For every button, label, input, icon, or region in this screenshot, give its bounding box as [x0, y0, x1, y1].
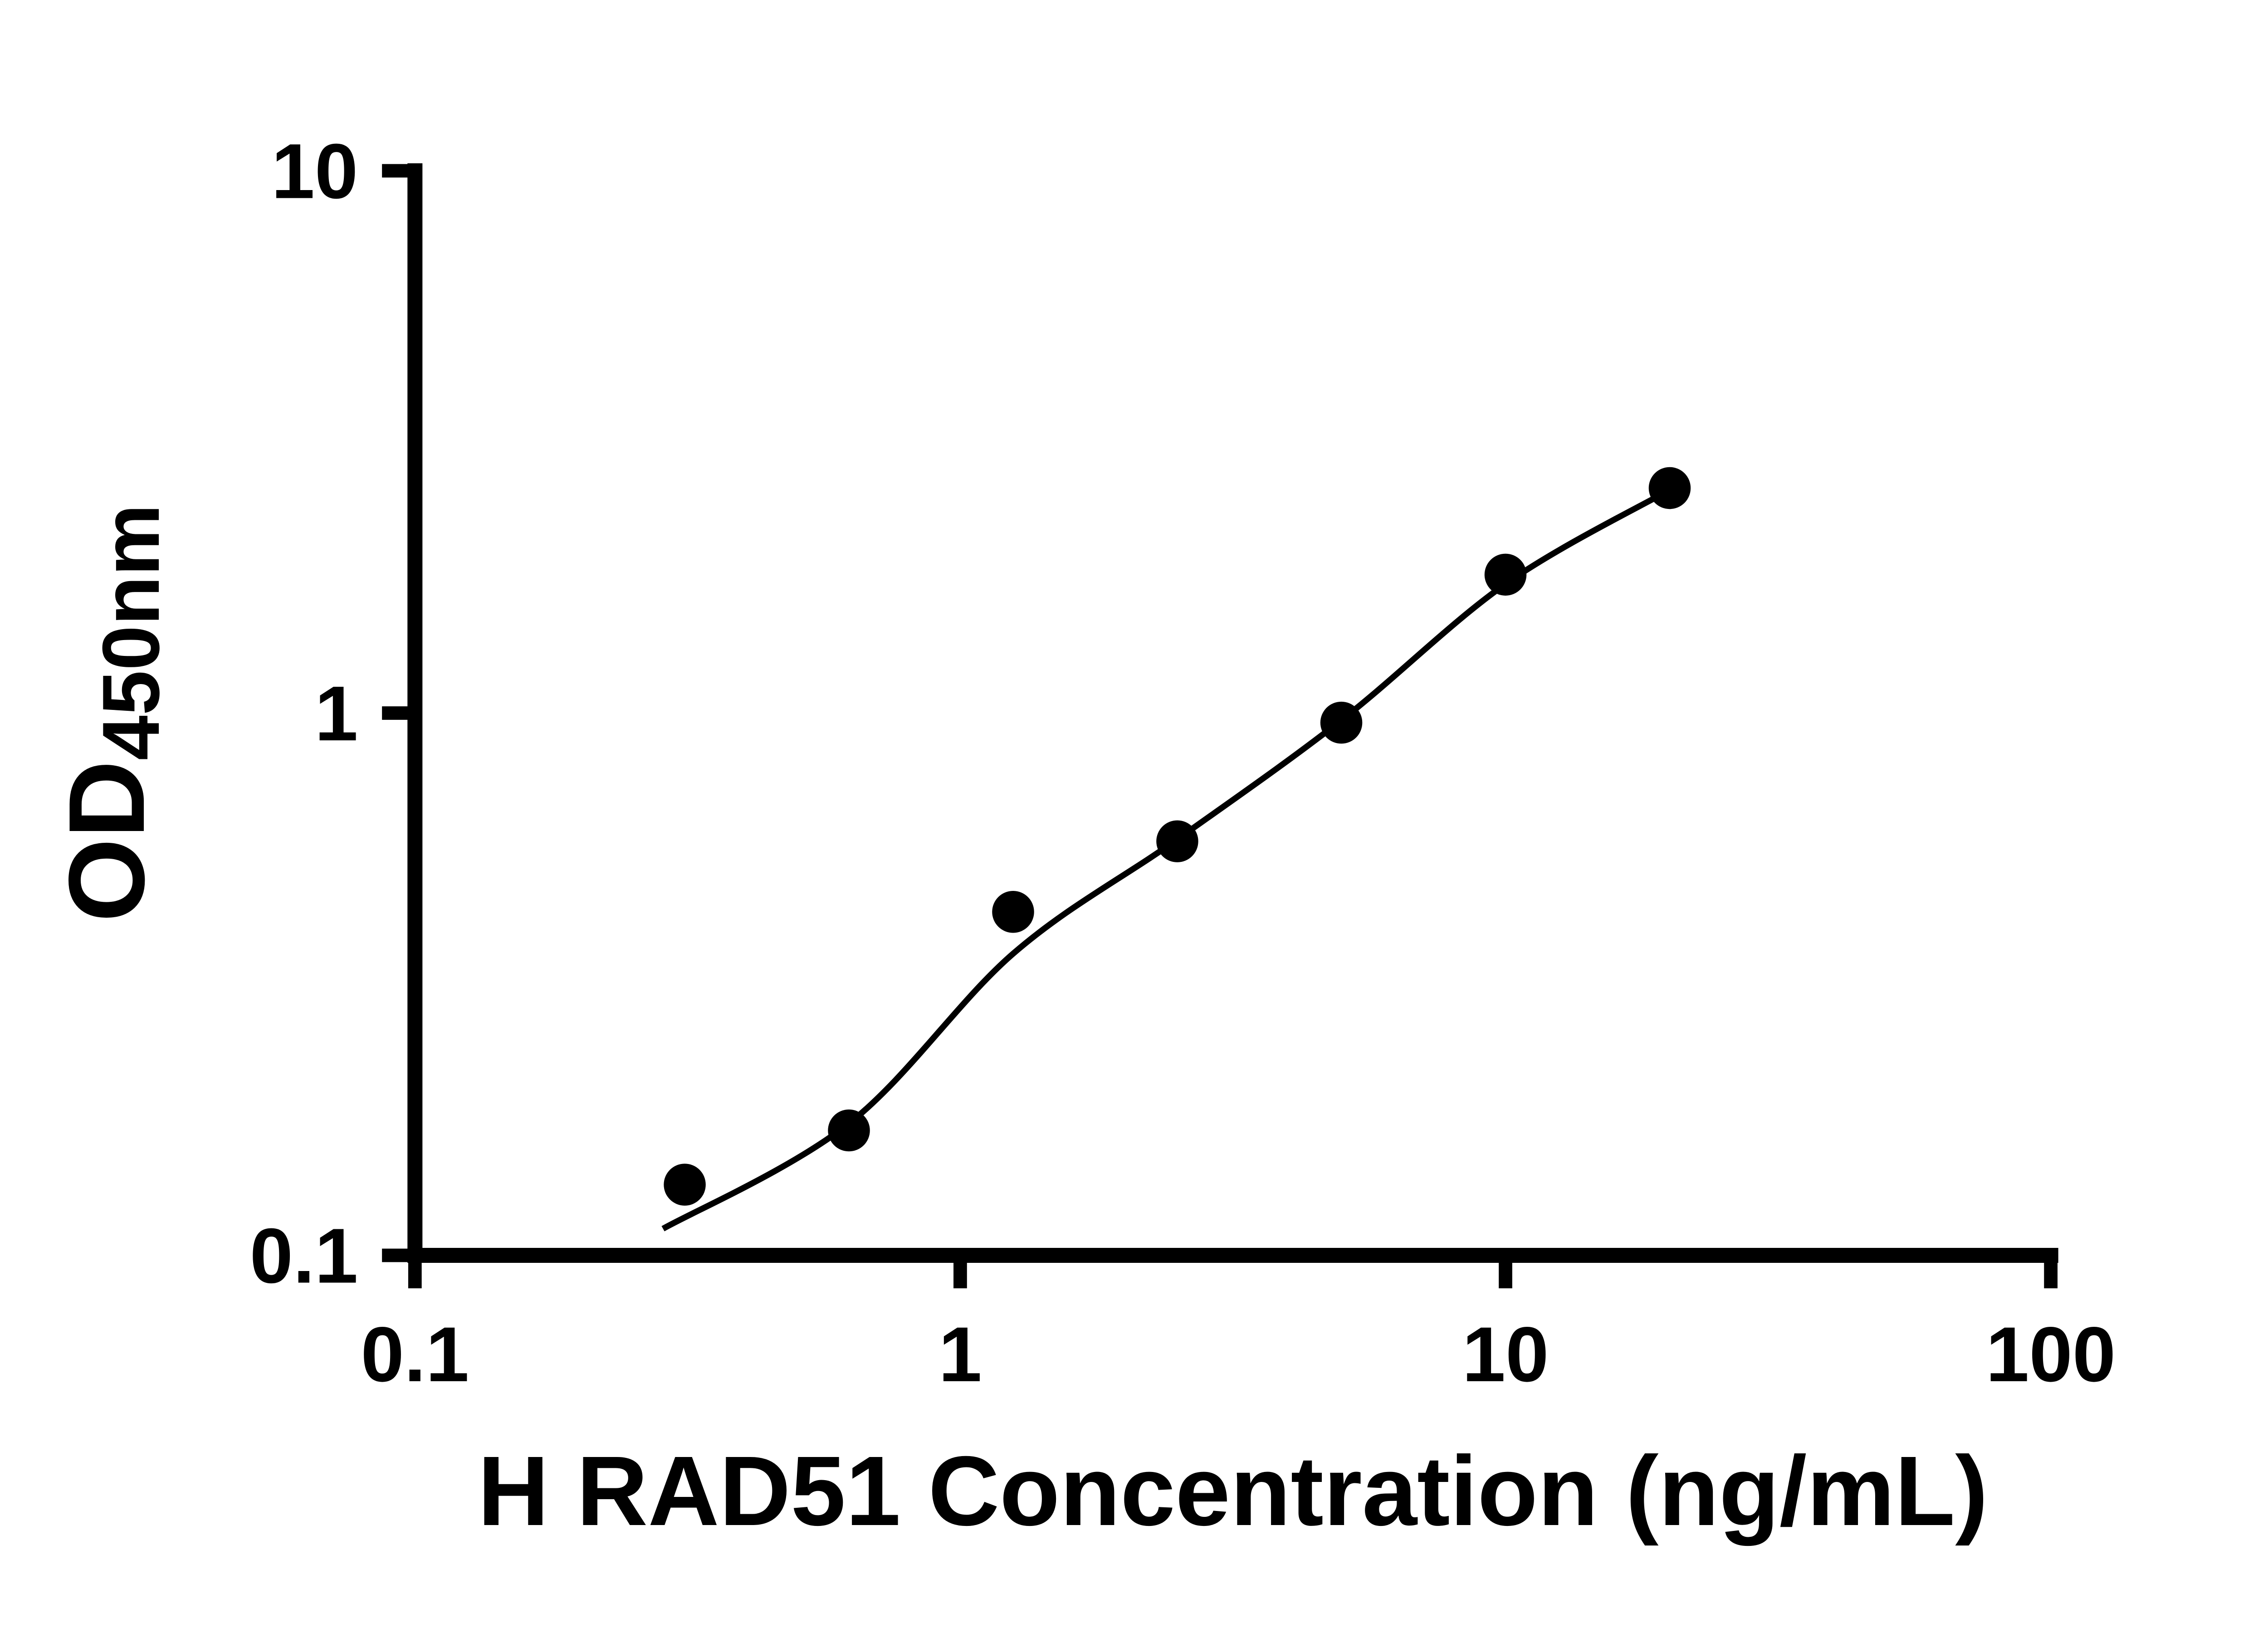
axes [407, 163, 2058, 1263]
y-tick-label: 1 [315, 670, 358, 757]
x-tick-label: 0.1 [361, 1311, 469, 1398]
fit-curve [661, 487, 1672, 1232]
y-axis-title-subscript: 450nm [86, 504, 176, 760]
plot-area: 0.1 1 10 100 0.1 1 10 [250, 128, 2116, 1398]
x-tick-label: 1 [938, 1311, 982, 1398]
y-axis-title-main: OD [47, 760, 167, 922]
y-axis-title: OD450nm [47, 504, 176, 922]
data-point [1320, 701, 1363, 744]
y-tick-label: 10 [271, 128, 358, 215]
data-point [992, 890, 1034, 933]
data-point [1156, 820, 1198, 862]
data-point [828, 1109, 870, 1152]
y-tick-label: 0.1 [250, 1213, 358, 1300]
x-tick-label: 10 [1462, 1311, 1549, 1398]
x-tick-label: 100 [1986, 1311, 2116, 1398]
data-point [664, 1164, 706, 1206]
x-axis-title: H RAD51 Concentration (ng/mL) [478, 1436, 1988, 1546]
data-point [1648, 467, 1691, 509]
data-point [1484, 553, 1527, 596]
